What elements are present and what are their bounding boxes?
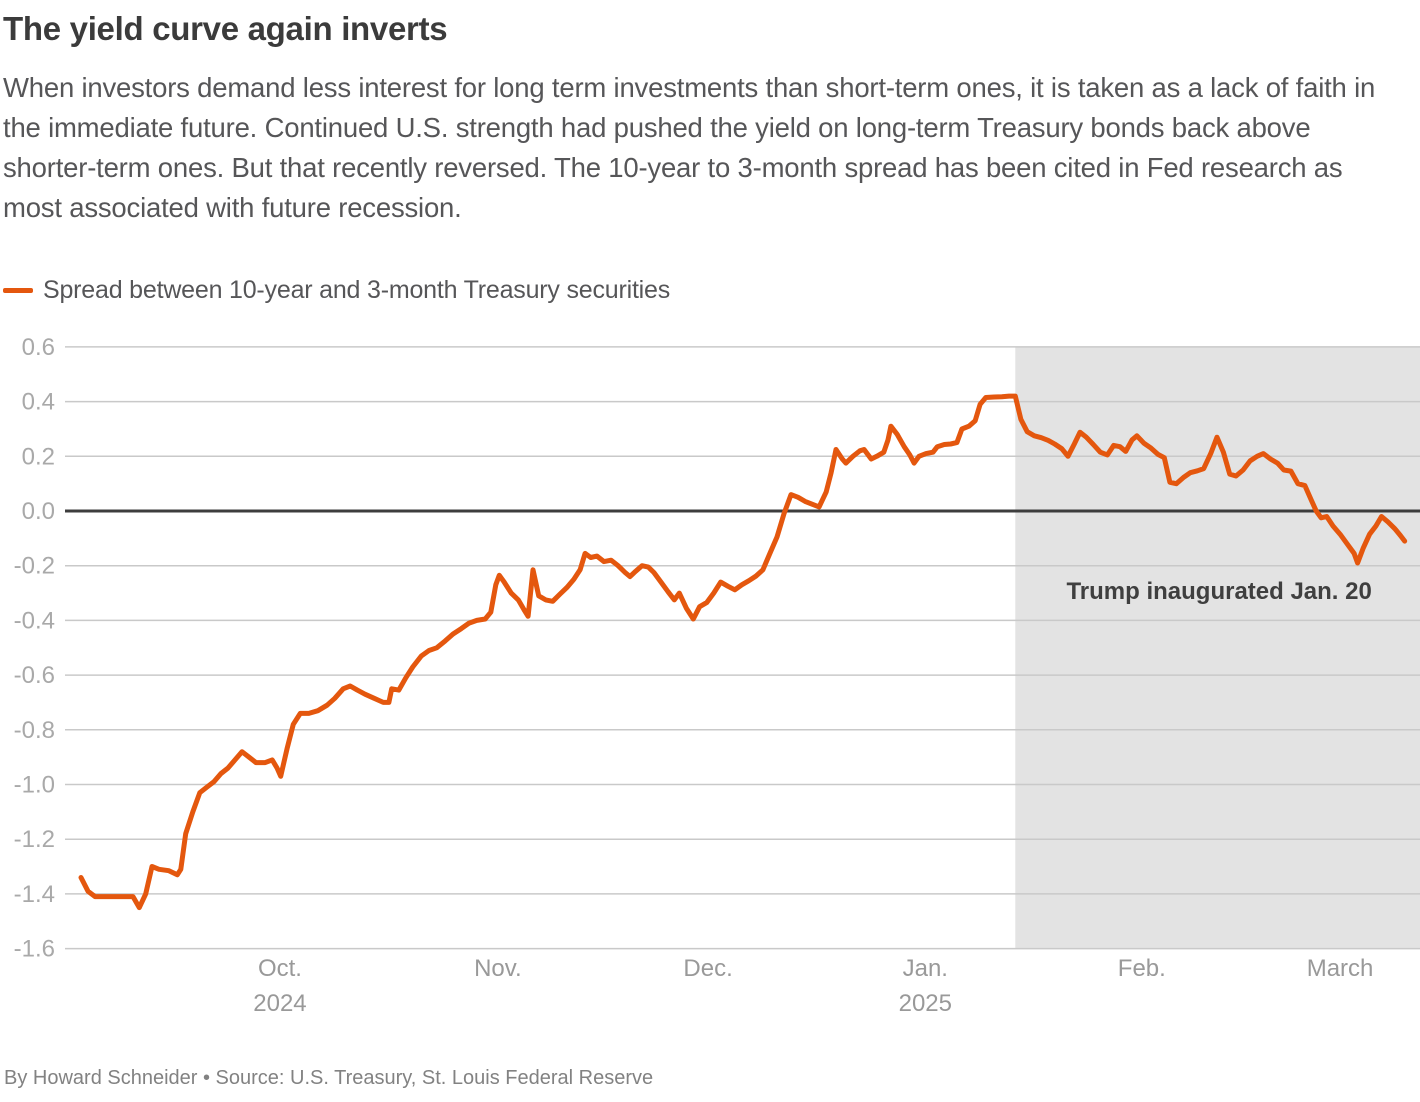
y-tick-label: 0.0: [22, 498, 55, 525]
x-tick-label: Jan.: [903, 955, 948, 982]
y-tick-label: -0.8: [14, 717, 55, 744]
x-tick-label: Feb.: [1118, 955, 1166, 982]
y-tick-label: 0.4: [22, 389, 55, 416]
x-tick-year-label: 2024: [253, 990, 306, 1017]
x-tick-label: Oct.: [258, 955, 302, 982]
page-title: The yield curve again inverts: [3, 10, 448, 47]
y-tick-label: 0.2: [22, 443, 55, 470]
series-legend-label: Spread between 10-year and 3-month Treas…: [43, 276, 671, 304]
y-tick-label: -1.2: [14, 826, 55, 853]
line-swatch-icon: [3, 288, 33, 293]
byline-source: By Howard Schneider • Source: U.S. Treas…: [4, 1067, 654, 1089]
y-tick-label: -0.6: [14, 662, 55, 689]
inauguration-annotation: Trump inaugurated Jan. 20: [1066, 578, 1371, 605]
x-tick-label: Nov.: [474, 955, 522, 982]
y-tick-label: -1.4: [14, 881, 55, 908]
y-tick-label: -1.6: [14, 936, 55, 963]
post-inauguration-shaded-region: [1015, 346, 1420, 949]
y-tick-label: -0.4: [14, 607, 55, 634]
x-tick-label: Dec.: [683, 955, 732, 982]
x-tick-label: March: [1307, 955, 1374, 982]
spread-line-chart: 0.6 0.4 0.2 0.0 -0.2 -0.4 -0.6 -0.8 -1.0 -1.2 -1.4…: [14, 334, 1420, 1017]
legend: Spread between 10-year and 3-month Treas…: [3, 276, 1420, 305]
y-tick-label: 0.6: [22, 334, 55, 361]
y-tick-label: -0.2: [14, 553, 55, 580]
y-tick-label: -1.0: [14, 772, 55, 799]
spread-line-series: [78, 393, 1408, 911]
x-tick-year-label: 2025: [899, 990, 952, 1017]
chart-description: When investors demand less interest for …: [3, 72, 1376, 223]
